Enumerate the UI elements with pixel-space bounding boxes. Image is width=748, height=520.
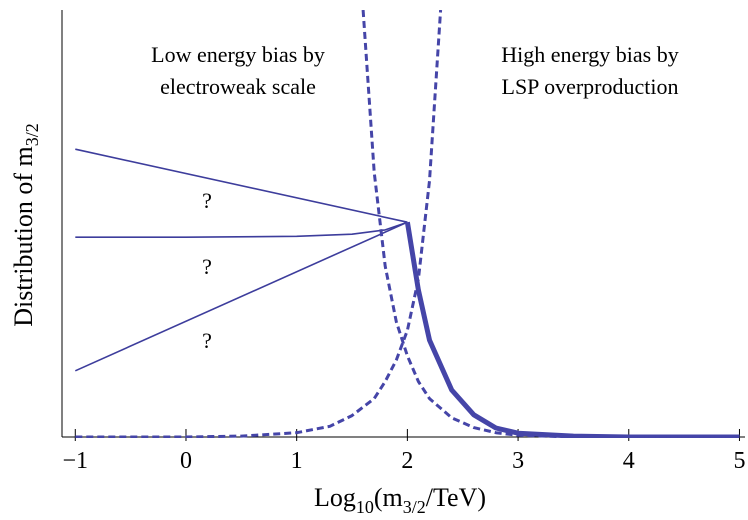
x-axis-label: Log10(m3/2/TeV) [314,483,486,517]
x-label-sub: 3/2 [403,497,426,517]
annotation: LSP overproduction [502,74,679,99]
x-label-part: Log [314,483,356,512]
x-tick-label: 0 [180,448,192,474]
curve [361,10,740,438]
annotation: ? [202,254,212,279]
curve [74,221,408,372]
annotation: High energy bias by [501,42,678,67]
annotation: ? [202,188,212,213]
x-tick-label: 4 [623,448,635,474]
annotation: Low energy bias by [151,42,325,67]
x-label-sub: 10 [356,497,374,517]
y-axis-label: Distribution of m3/2 [9,123,42,327]
x-label-part: /TeV) [426,483,486,512]
x-tick-label: 5 [733,448,745,474]
x-tick-label: 2 [401,448,413,474]
annotation: electroweak scale [160,74,316,99]
y-label-part: Distribution of m [9,146,38,327]
x-tick-label: −1 [63,448,89,474]
curve [75,148,408,223]
x-tick-label: 1 [291,448,303,474]
x-tick-label: 3 [512,448,524,474]
annotation: ? [202,328,212,353]
x-label-part: (m [374,483,403,512]
y-label-sub: 3/2 [22,123,42,146]
curve [404,221,740,438]
curve [75,10,443,438]
curve [75,221,408,238]
